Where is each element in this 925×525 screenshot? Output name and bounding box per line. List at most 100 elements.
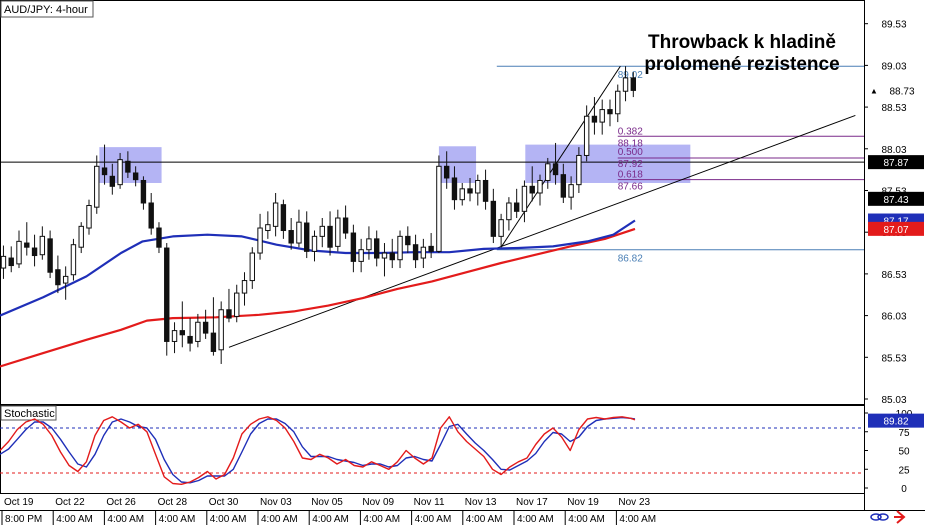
candle-body	[389, 252, 395, 261]
candle-body	[358, 249, 364, 262]
date-tick-label: Oct 19	[4, 497, 34, 508]
date-tick-label: Nov 09	[362, 497, 394, 508]
time-tick-label: 8:00 PM	[5, 514, 42, 525]
date-tick-label: Oct 26	[106, 497, 136, 508]
date-tick-label: Oct 28	[158, 497, 188, 508]
candle-body	[70, 244, 77, 276]
candle-body	[296, 221, 302, 244]
candle-body	[0, 255, 7, 269]
candle-body	[195, 321, 201, 342]
headline-line-2: prolomené rezistence	[644, 54, 839, 75]
symbol-label-box	[0, 0, 94, 18]
candle-body	[78, 225, 84, 248]
candle-body	[490, 200, 497, 237]
candle-body	[31, 247, 38, 257]
time-tick-label: 4:00 AM	[261, 514, 298, 525]
candle-body	[156, 227, 162, 248]
date-tick-label: Nov 23	[618, 497, 650, 508]
candle-body	[374, 238, 380, 259]
candle-body	[420, 246, 427, 259]
candle-body	[117, 159, 123, 186]
candle-body	[280, 204, 287, 232]
time-tick-label: 4:00 AM	[107, 514, 144, 525]
candle-body	[39, 235, 46, 256]
candle-body	[436, 165, 442, 252]
moving-average-slow	[0, 227, 636, 368]
candle-body	[568, 184, 574, 198]
candle-body	[529, 185, 535, 194]
candle-body	[55, 269, 61, 286]
candle-body	[272, 202, 279, 227]
candle-body	[164, 247, 170, 342]
moving-average-fast	[0, 219, 636, 317]
candle-body	[202, 321, 209, 334]
price-badge-5: 87.07	[868, 221, 924, 236]
price-tick-label: 88.53	[881, 103, 906, 114]
candle-body	[265, 224, 271, 232]
candle-body	[288, 230, 294, 244]
candle-body	[475, 179, 481, 194]
candle-body	[583, 115, 590, 156]
candle-body	[381, 252, 388, 259]
candle-body	[607, 109, 613, 115]
candle-body	[482, 179, 489, 202]
stochastic-tick-label: 50	[898, 447, 910, 458]
date-tick-label: Oct 30	[209, 497, 239, 508]
candle-body	[335, 217, 341, 247]
stochastic-value-text: 89.82	[883, 417, 908, 428]
time-tick-label: 4:00 AM	[56, 514, 93, 525]
candle-body	[234, 292, 240, 317]
candle-body	[537, 179, 543, 194]
time-tick-label: 4:00 AM	[619, 514, 656, 525]
candle-body	[467, 188, 473, 194]
price-badge-text: 87.43	[883, 195, 908, 206]
time-tick-label: 4:00 AM	[568, 514, 605, 525]
fib-ratio-label: 0.382	[618, 126, 643, 137]
stochastic-tick-label: 0	[901, 484, 907, 495]
candle-body	[187, 335, 193, 344]
trendline-2	[500, 65, 621, 248]
price-badge-3: 87.43	[868, 191, 924, 206]
date-tick-label: Oct 22	[55, 497, 85, 508]
candle-body	[443, 165, 450, 179]
price-tick-label: 85.53	[881, 353, 906, 364]
candle-body	[226, 309, 232, 319]
candle-body	[350, 232, 357, 262]
candle-body	[615, 90, 621, 115]
candle-body	[101, 167, 108, 176]
price-tick-label: 86.53	[881, 270, 906, 281]
candle-body	[521, 185, 528, 212]
stochastic-tick-label: 75	[898, 428, 910, 439]
candle-body	[576, 154, 582, 186]
candle-body	[8, 257, 14, 267]
candle-body	[366, 238, 372, 251]
price-tick-label: 85.03	[881, 395, 906, 406]
price-tick-label: 88.03	[881, 145, 906, 156]
stochastic-label-box	[0, 405, 57, 421]
candle-body	[62, 275, 69, 284]
candle-body	[451, 177, 458, 201]
candle-body	[630, 77, 637, 91]
candle-body	[506, 202, 512, 221]
candle-body	[132, 172, 139, 181]
fib-ratio-label: 0.500	[618, 147, 643, 158]
candle-body	[513, 202, 520, 212]
stochastic-tick-label: 25	[898, 465, 910, 476]
price-tick-label: 89.53	[881, 20, 906, 31]
price-tick-label: 86.03	[881, 312, 906, 323]
candle-body	[171, 330, 178, 342]
candle-body	[148, 202, 154, 229]
candle-body	[397, 235, 403, 261]
headline-line-1: Throwback k hladině	[648, 32, 836, 53]
time-tick-label: 4:00 AM	[466, 514, 503, 525]
fib-ratio-label: 0.618	[618, 170, 643, 181]
arrow-icon	[894, 510, 906, 524]
candle-body	[47, 238, 53, 273]
candle-body	[109, 175, 116, 187]
candle-body	[16, 240, 22, 265]
candle-body	[179, 330, 186, 336]
stochastic-d-line	[0, 416, 636, 484]
price-badge-text: 88.73	[889, 86, 914, 97]
candle-body	[249, 252, 255, 282]
